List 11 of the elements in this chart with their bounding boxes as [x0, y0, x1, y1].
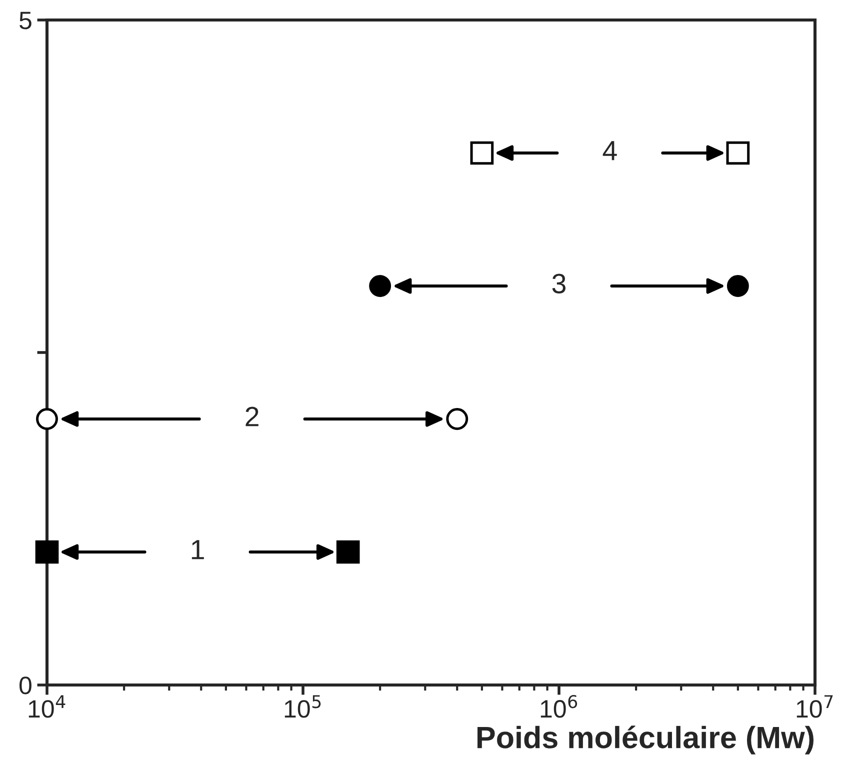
annotation: 4 [602, 141, 617, 160]
x-tick-label: 10$^{6}$ [540, 694, 578, 718]
y-tick-label: 5 [20, 12, 32, 30]
annotation: 2 [246, 406, 258, 426]
y-tick-label: 0 [19, 676, 32, 694]
x-tick-label: 10$^{4}$ [28, 695, 66, 718]
annotation: 1 [192, 540, 204, 560]
annotation: 3 [552, 274, 566, 294]
x-axis-title: Poids moléculaire (Mw) [477, 726, 814, 754]
x-tick-label: 10$^{5}$ [284, 695, 321, 718]
x-tick-label: 10$^{7}$ [796, 695, 833, 718]
